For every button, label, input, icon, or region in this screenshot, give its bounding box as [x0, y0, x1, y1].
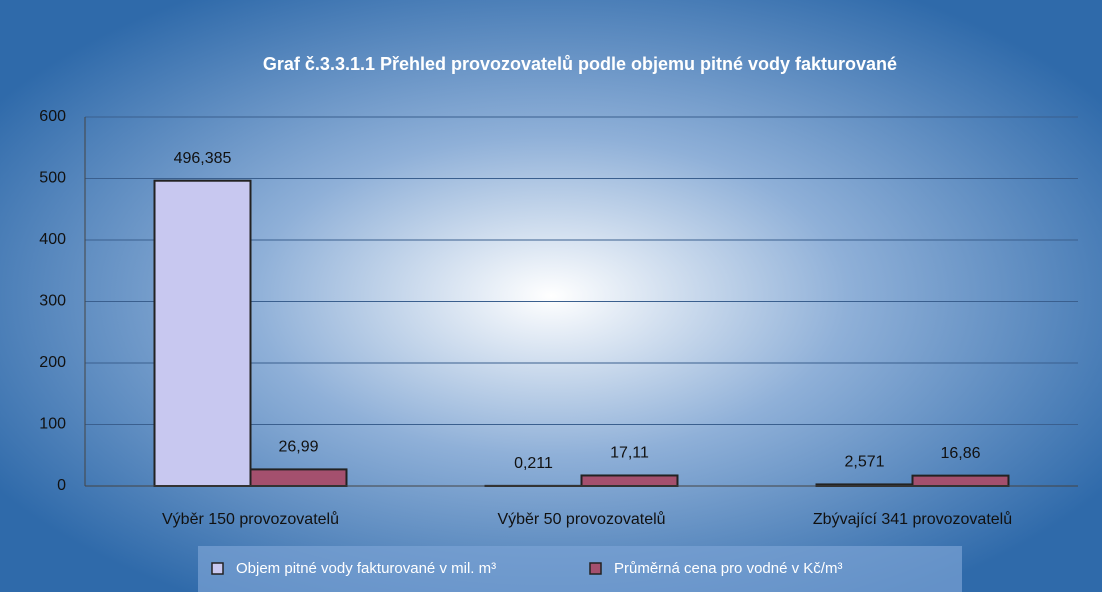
legend-box — [198, 546, 962, 592]
value-label: 17,11 — [610, 445, 649, 462]
legend-label: Průměrná cena pro vodné v Kč/m³ — [614, 560, 842, 577]
bar — [153, 179, 252, 487]
legend-marker — [589, 562, 602, 575]
bar — [580, 474, 679, 488]
y-tick-label: 200 — [39, 354, 66, 371]
value-label: 26,99 — [278, 439, 318, 456]
x-tick-label: Výběr 50 provozovatelů — [497, 510, 665, 528]
y-tick-label: 600 — [39, 108, 66, 125]
x-tick-label: Zbývající 341 provozovatelů — [813, 510, 1012, 528]
y-tick-label: 500 — [39, 170, 66, 187]
value-label: 0,211 — [514, 455, 553, 472]
value-label: 496,385 — [174, 150, 232, 167]
value-label: 2,571 — [844, 454, 884, 471]
y-tick-label: 0 — [57, 477, 66, 494]
value-label: 16,86 — [940, 445, 980, 462]
x-tick-label: Výběr 150 provozovatelů — [162, 510, 339, 528]
y-tick-label: 100 — [39, 416, 66, 433]
legend-marker — [211, 562, 224, 575]
bar — [911, 474, 1010, 488]
legend-label: Objem pitné vody fakturované v mil. m³ — [236, 560, 496, 577]
y-tick-label: 400 — [39, 231, 66, 248]
chart-title: Graf č.3.3.1.1 Přehled provozovatelů pod… — [263, 54, 897, 74]
bar — [249, 468, 348, 488]
y-tick-label: 300 — [39, 293, 66, 310]
